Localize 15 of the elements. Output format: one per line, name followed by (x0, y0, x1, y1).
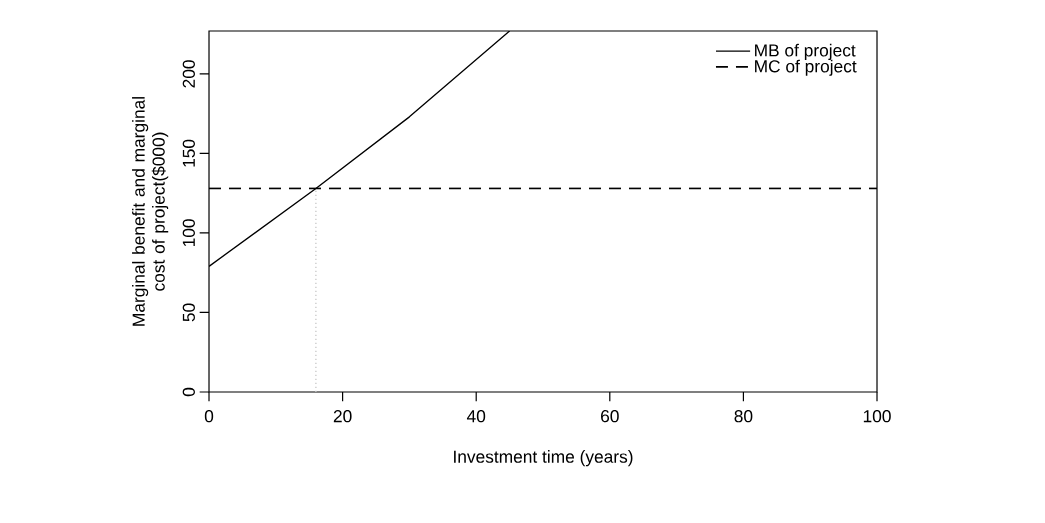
y-tick-label: 150 (182, 139, 195, 167)
x-axis-title: Investment time (years) (454, 450, 633, 467)
legend-label: MC of project (755, 59, 857, 76)
legend-label: MB of project (755, 43, 856, 60)
y-tick-label: 0 (182, 387, 195, 397)
x-tick-label: 40 (466, 410, 486, 423)
y-tick-label: 50 (182, 303, 195, 322)
x-tick-label: 60 (601, 410, 619, 423)
x-tick-label: 100 (863, 410, 891, 423)
y-tick-label: 200 (182, 60, 195, 88)
y-tick-label: 100 (182, 219, 195, 247)
y-axis-title: Marginal benefit and marginal cost of project($000) (132, 97, 169, 326)
x-tick-label: 0 (204, 410, 214, 423)
x-tick-label: 80 (734, 410, 753, 423)
x-tick-label: 20 (333, 410, 352, 423)
